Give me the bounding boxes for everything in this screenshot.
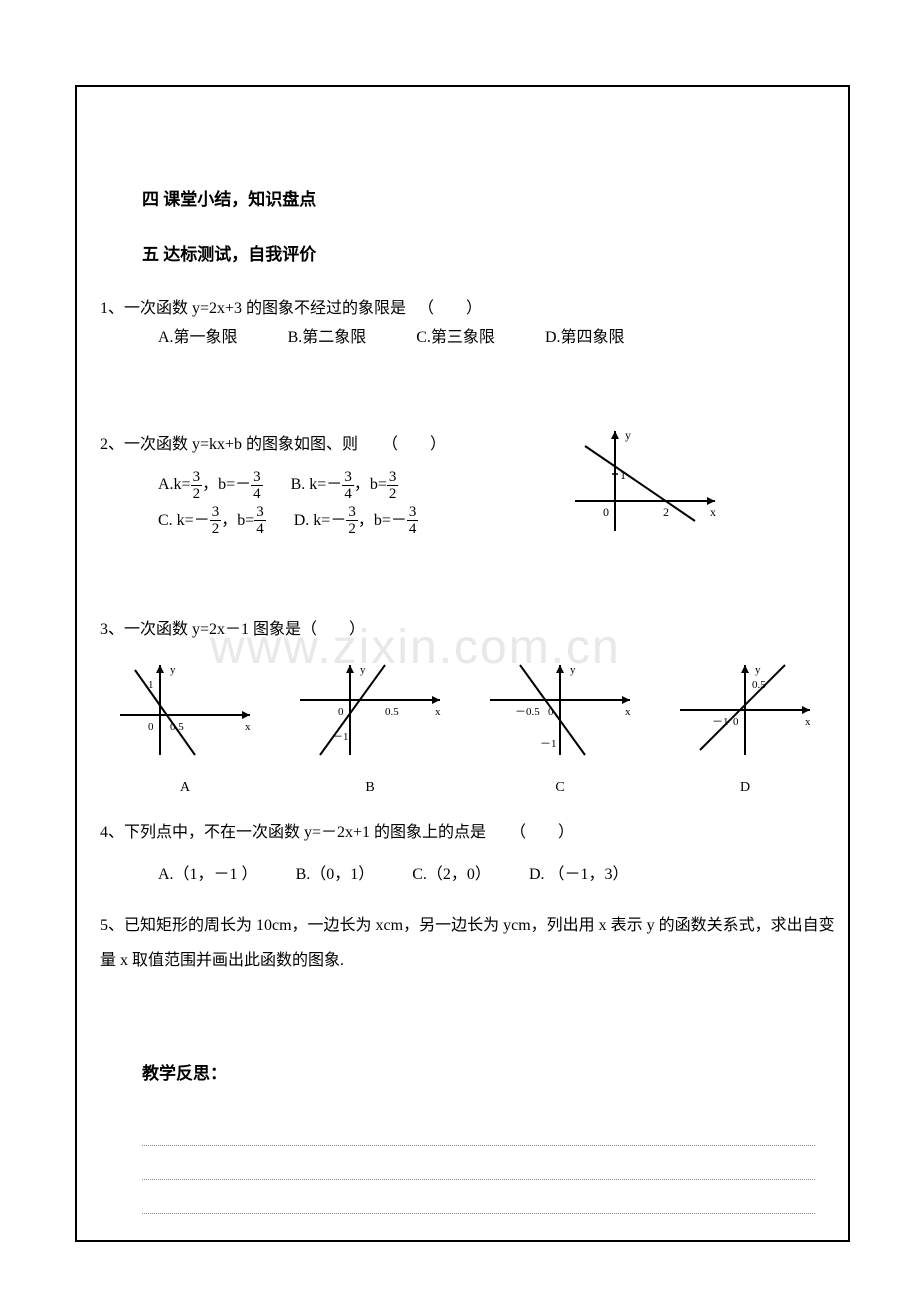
svg-text:0.5: 0.5: [385, 706, 399, 718]
question-4: 4、下列点中，不在一次函数 y=－2x+1 的图象上的点是 （ ） A.（1，－…: [100, 819, 835, 891]
svg-text:0: 0: [733, 716, 739, 728]
svg-text:0: 0: [148, 721, 154, 733]
q1-opt-b: B.第二象限: [288, 324, 367, 353]
q1-opt-c: C.第三象限: [416, 324, 495, 353]
q3-text: 3、一次函数 y=2x－1 图象是（ ）: [100, 616, 835, 645]
q5-text: 5、已知矩形的周长为 10cm，一边长为 xcm，另一边长为 ycm，列出用 x…: [100, 917, 835, 969]
svg-text:－1: －1: [712, 716, 729, 728]
question-3: 3、一次函数 y=2x－1 图象是（ ） 1 0.5 0 x y A: [100, 616, 835, 801]
q4-options: A.（1，－1 ） B.（0，1） C.（2，0） D. （－1，3）: [158, 861, 835, 890]
q2-options: A.k=32，b=－34 B. k=－34，b=32 C. k=－32，b=34…: [158, 467, 835, 537]
q3-graphs: 1 0.5 0 x y A 0.5 －1 0: [110, 655, 835, 801]
svg-text:1: 1: [620, 468, 626, 482]
svg-text:x: x: [710, 505, 716, 519]
svg-text:－0.5: －0.5: [515, 706, 540, 718]
svg-text:1: 1: [148, 679, 154, 691]
question-5: 5、已知矩形的周长为 10cm，一边长为 xcm，另一边长为 ycm，列出用 x…: [100, 908, 835, 978]
svg-text:－1: －1: [332, 731, 349, 743]
svg-text:0.5: 0.5: [752, 679, 766, 691]
q4-text: 4、下列点中，不在一次函数 y=－2x+1 的图象上的点是 （ ）: [100, 819, 835, 848]
q1-opt-d: D.第四象限: [545, 324, 625, 353]
q3-graph-d: 0.5 －1 0 x y D: [670, 655, 820, 801]
section-4-title: 四 课堂小结，知识盘点: [142, 185, 835, 210]
svg-text:x: x: [805, 716, 811, 728]
reflection-line-2: [142, 1146, 815, 1180]
q3-label-b: B: [290, 775, 450, 800]
svg-text:0.5: 0.5: [170, 721, 184, 733]
q4-opt-a: A.（1，－1 ）: [158, 861, 258, 890]
svg-text:y: y: [360, 664, 366, 676]
q3-label-a: A: [110, 775, 260, 800]
q1-opt-a: A.第一象限: [158, 324, 238, 353]
reflection-line-3: [142, 1180, 815, 1214]
q2-graph: 1 2 0 x y: [565, 421, 725, 541]
svg-text:x: x: [625, 706, 631, 718]
reflection-title: 教学反思：: [142, 1059, 835, 1084]
section-5-title: 五 达标测试，自我评价: [142, 240, 835, 265]
q3-graph-a: 1 0.5 0 x y A: [110, 655, 260, 801]
q2-opt-b: B. k=－34，b=32: [291, 476, 399, 493]
svg-text:－1: －1: [540, 738, 557, 750]
q3-label-c: C: [480, 775, 640, 800]
svg-text:0: 0: [548, 706, 554, 718]
reflection-line-1: [142, 1112, 815, 1146]
q1-text: 1、一次函数 y=2x+3 的图象不经过的象限是 （ ）: [100, 295, 835, 324]
q2-opt-c: C. k=－32，b=34: [158, 512, 270, 529]
svg-text:y: y: [170, 664, 176, 676]
q1-options: A.第一象限 B.第二象限 C.第三象限 D.第四象限: [158, 324, 835, 353]
q4-opt-d: D. （－1，3）: [529, 861, 629, 890]
question-2: 2、一次函数 y=kx+b 的图象如图、则 （ ） A.k=32，b=－34 B…: [100, 431, 835, 538]
svg-text:y: y: [570, 664, 576, 676]
svg-text:x: x: [245, 721, 251, 733]
q3-graph-b: 0.5 －1 0 x y B: [290, 655, 450, 801]
svg-text:y: y: [755, 664, 761, 676]
q3-graph-c: －0.5 －1 0 x y C: [480, 655, 640, 801]
svg-text:0: 0: [603, 505, 609, 519]
q4-opt-c: C.（2，0）: [412, 861, 491, 890]
svg-text:x: x: [435, 706, 441, 718]
q3-label-d: D: [670, 775, 820, 800]
q2-opt-a: A.k=32，b=－34: [158, 476, 267, 493]
question-1: 1、一次函数 y=2x+3 的图象不经过的象限是 （ ） A.第一象限 B.第二…: [100, 295, 835, 353]
svg-text:0: 0: [338, 706, 344, 718]
svg-text:2: 2: [663, 505, 669, 519]
q4-opt-b: B.（0，1）: [296, 861, 375, 890]
content-wrap: 四 课堂小结，知识盘点 五 达标测试，自我评价 1、一次函数 y=2x+3 的图…: [100, 185, 835, 1214]
svg-text:y: y: [625, 428, 631, 442]
q2-opt-d: D. k=－32，b=－34: [294, 512, 419, 529]
